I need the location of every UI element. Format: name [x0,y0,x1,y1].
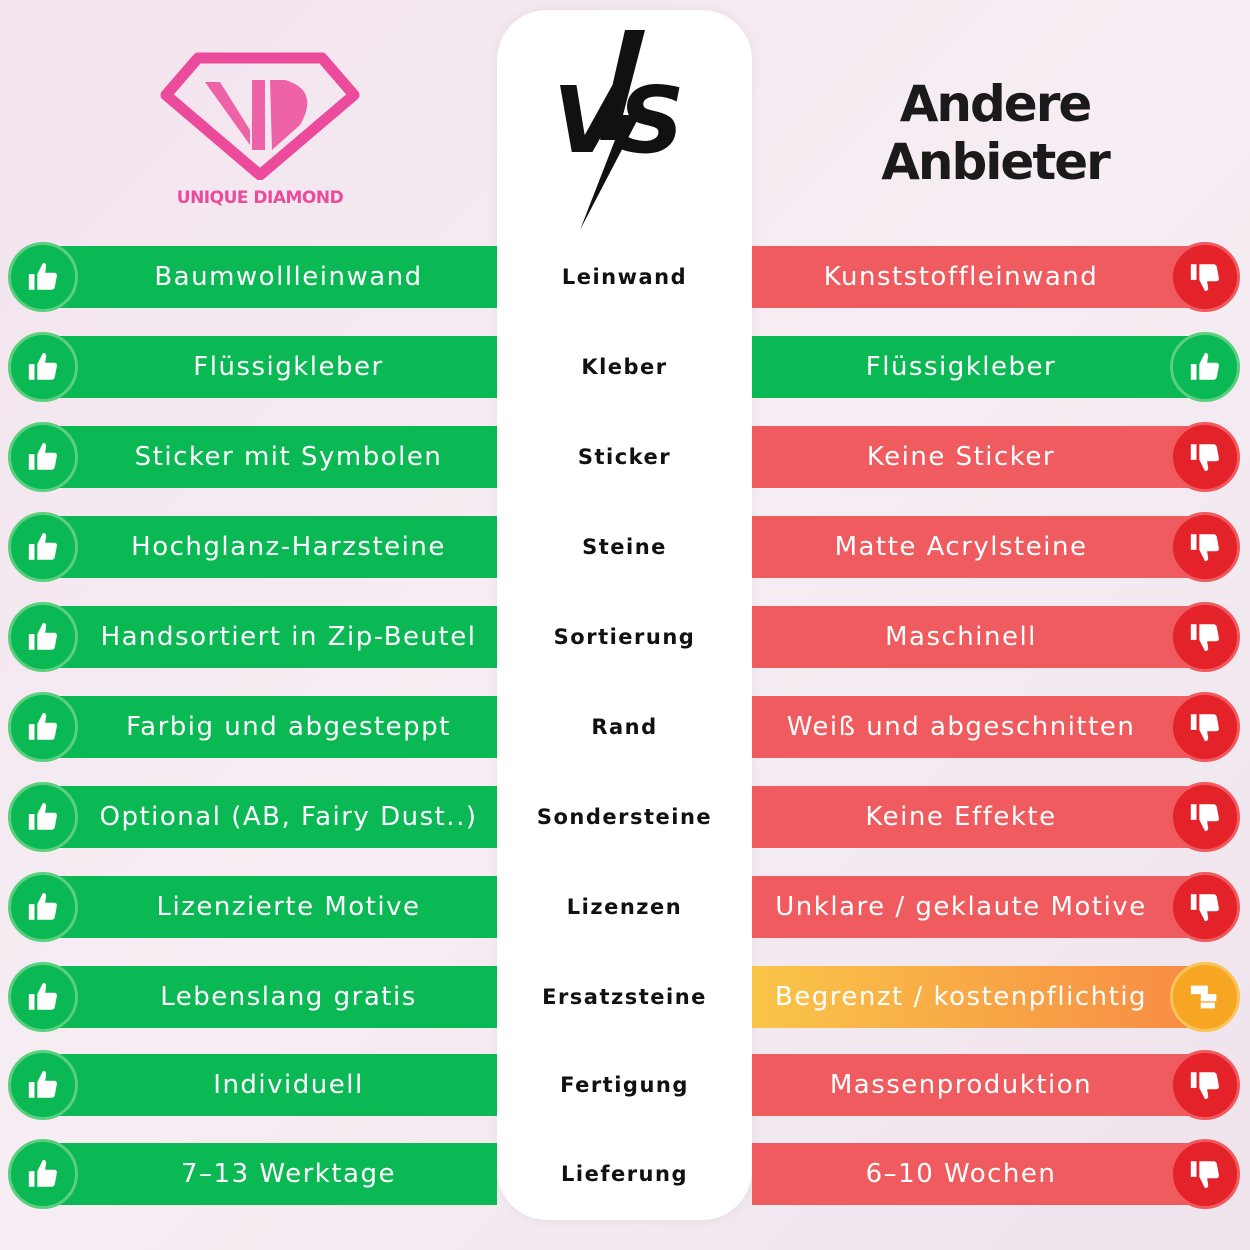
competitor-title: Andere Anbieter [850,75,1140,191]
thumbs-up-icon [8,1050,78,1120]
competitor-title-line1: Andere [899,75,1093,133]
thumbs-up-icon [8,872,78,942]
category-label: Sticker [577,445,672,469]
thumbs-up-icon [8,962,78,1032]
thumbs-up-icon [1170,332,1240,402]
ours-feature: Baumwollleinwand [40,246,497,308]
competitor-feature: Flüssigkleber [752,336,1210,398]
category-label: Rand [591,715,658,739]
comparison-row: Optional (AB, Fairy Dust..) Sondersteine… [0,782,1250,852]
category-label: Leinwand [561,265,688,289]
comparison-row: Flüssigkleber Kleber Flüssigkleber [0,332,1250,402]
thumbs-down-icon [1170,512,1240,582]
vs-badge: VS [545,30,705,230]
brand-logo: UNIQUE DIAMOND [160,50,360,220]
category-label: Steine [582,535,667,559]
competitor-feature: 6–10 Wochen [752,1143,1210,1205]
competitor-feature: Maschinell [752,606,1210,668]
comparison-row: 7–13 Werktage Lieferung 6–10 Wochen [0,1139,1250,1209]
thumbs-down-icon [1170,602,1240,672]
ours-feature: Optional (AB, Fairy Dust..) [40,786,497,848]
category-label: Lieferung [561,1162,688,1186]
ours-feature: Individuell [40,1054,497,1116]
thumbs-up-icon [8,1139,78,1209]
comparison-row: Baumwollleinwand Leinwand Kunststofflein… [0,242,1250,312]
ours-feature: Lebenslang gratis [40,966,497,1028]
ours-feature: Sticker mit Symbolen [40,426,497,488]
thumbs-down-icon [1170,1139,1240,1209]
thumbs-sideways-icon [1170,962,1240,1032]
category-label: Fertigung [560,1073,689,1097]
thumbs-up-icon [8,332,78,402]
category-label: Ersatzsteine [542,985,707,1009]
comparison-row: Handsortiert in Zip-Beutel Sortierung Ma… [0,602,1250,672]
competitor-title-line2: Anbieter [881,133,1111,191]
ours-feature: Farbig und abgesteppt [40,696,497,758]
brand-name: UNIQUE DIAMOND [176,188,344,208]
competitor-feature: Keine Sticker [752,426,1210,488]
competitor-feature: Kunststoffleinwand [752,246,1210,308]
competitor-feature: Unklare / geklaute Motive [752,876,1210,938]
category-label: Sondersteine [536,805,713,829]
thumbs-up-icon [8,692,78,762]
ours-feature: Flüssigkleber [40,336,497,398]
thumbs-up-icon [8,512,78,582]
ours-feature: Handsortiert in Zip-Beutel [40,606,497,668]
competitor-feature: Matte Acrylsteine [752,516,1210,578]
competitor-feature: Keine Effekte [752,786,1210,848]
comparison-row: Lizenzierte Motive Lizenzen Unklare / ge… [0,872,1250,942]
thumbs-down-icon [1170,782,1240,852]
thumbs-down-icon [1170,872,1240,942]
category-label: Kleber [581,355,668,379]
comparison-row: Lebenslang gratis Ersatzsteine Begrenzt … [0,962,1250,1032]
ours-feature: Hochglanz-Harzsteine [40,516,497,578]
comparison-center-column [497,10,752,1220]
comparison-row: Individuell Fertigung Massenproduktion [0,1050,1250,1120]
lightning-icon [580,30,645,230]
comparison-row: Sticker mit Symbolen Sticker Keine Stick… [0,422,1250,492]
thumbs-up-icon [8,782,78,852]
thumbs-up-icon [8,242,78,312]
ours-feature: 7–13 Werktage [40,1143,497,1205]
competitor-feature: Weiß und abgeschnitten [752,696,1210,758]
comparison-row: Farbig und abgesteppt Rand Weiß und abge… [0,692,1250,762]
comparison-row: Hochglanz-Harzsteine Steine Matte Acryls… [0,512,1250,582]
competitor-feature: Massenproduktion [752,1054,1210,1116]
thumbs-up-icon [8,602,78,672]
category-label: Sortierung [553,625,696,649]
thumbs-up-icon [8,422,78,492]
diamond-logo-icon [160,52,360,181]
thumbs-down-icon [1170,422,1240,492]
ours-feature: Lizenzierte Motive [40,876,497,938]
category-label: Lizenzen [566,895,683,919]
thumbs-down-icon [1170,242,1240,312]
thumbs-down-icon [1170,1050,1240,1120]
vs-label: VS [553,67,684,174]
thumbs-down-icon [1170,692,1240,762]
competitor-feature: Begrenzt / kostenpflichtig [752,966,1210,1028]
